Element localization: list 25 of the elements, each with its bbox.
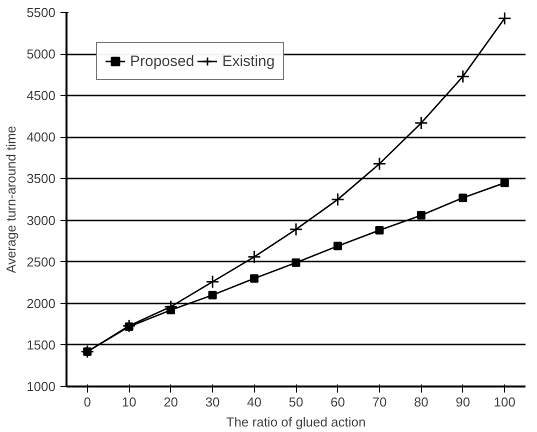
x-tick-label: 100 <box>494 394 516 410</box>
y-tick-label: 4000 <box>26 130 56 145</box>
x-tick-label: 10 <box>122 394 136 410</box>
x-tick-label: 80 <box>414 394 428 410</box>
x-tick-label: 50 <box>288 394 304 410</box>
y-axis-title: Average turn-around time <box>4 126 19 274</box>
y-tick-label: 5500 <box>26 5 56 20</box>
y-tick-label: 3000 <box>26 212 56 228</box>
y-tick-label: 2500 <box>26 254 56 270</box>
y-tick-label: 3500 <box>26 171 56 186</box>
x-tick-label: 40 <box>247 394 262 410</box>
legend-label: Proposed <box>130 52 194 70</box>
x-tick-label: 20 <box>164 394 178 410</box>
y-tick-label: 1500 <box>26 337 56 352</box>
x-tick-label: 30 <box>205 394 220 410</box>
x-tick-label: 90 <box>456 394 470 410</box>
y-tick-label: 1000 <box>26 379 56 394</box>
x-axis-title: The ratio of glued action <box>226 414 366 430</box>
y-tick-label: 4500 <box>26 88 56 104</box>
x-tick-label: 60 <box>330 394 345 410</box>
y-tick-label: 2000 <box>26 296 56 311</box>
x-tick-label: 70 <box>372 394 387 410</box>
x-tick-label: 0 <box>84 394 91 410</box>
y-tick-label: 5000 <box>26 46 56 62</box>
legend-label: Existing <box>222 52 275 70</box>
